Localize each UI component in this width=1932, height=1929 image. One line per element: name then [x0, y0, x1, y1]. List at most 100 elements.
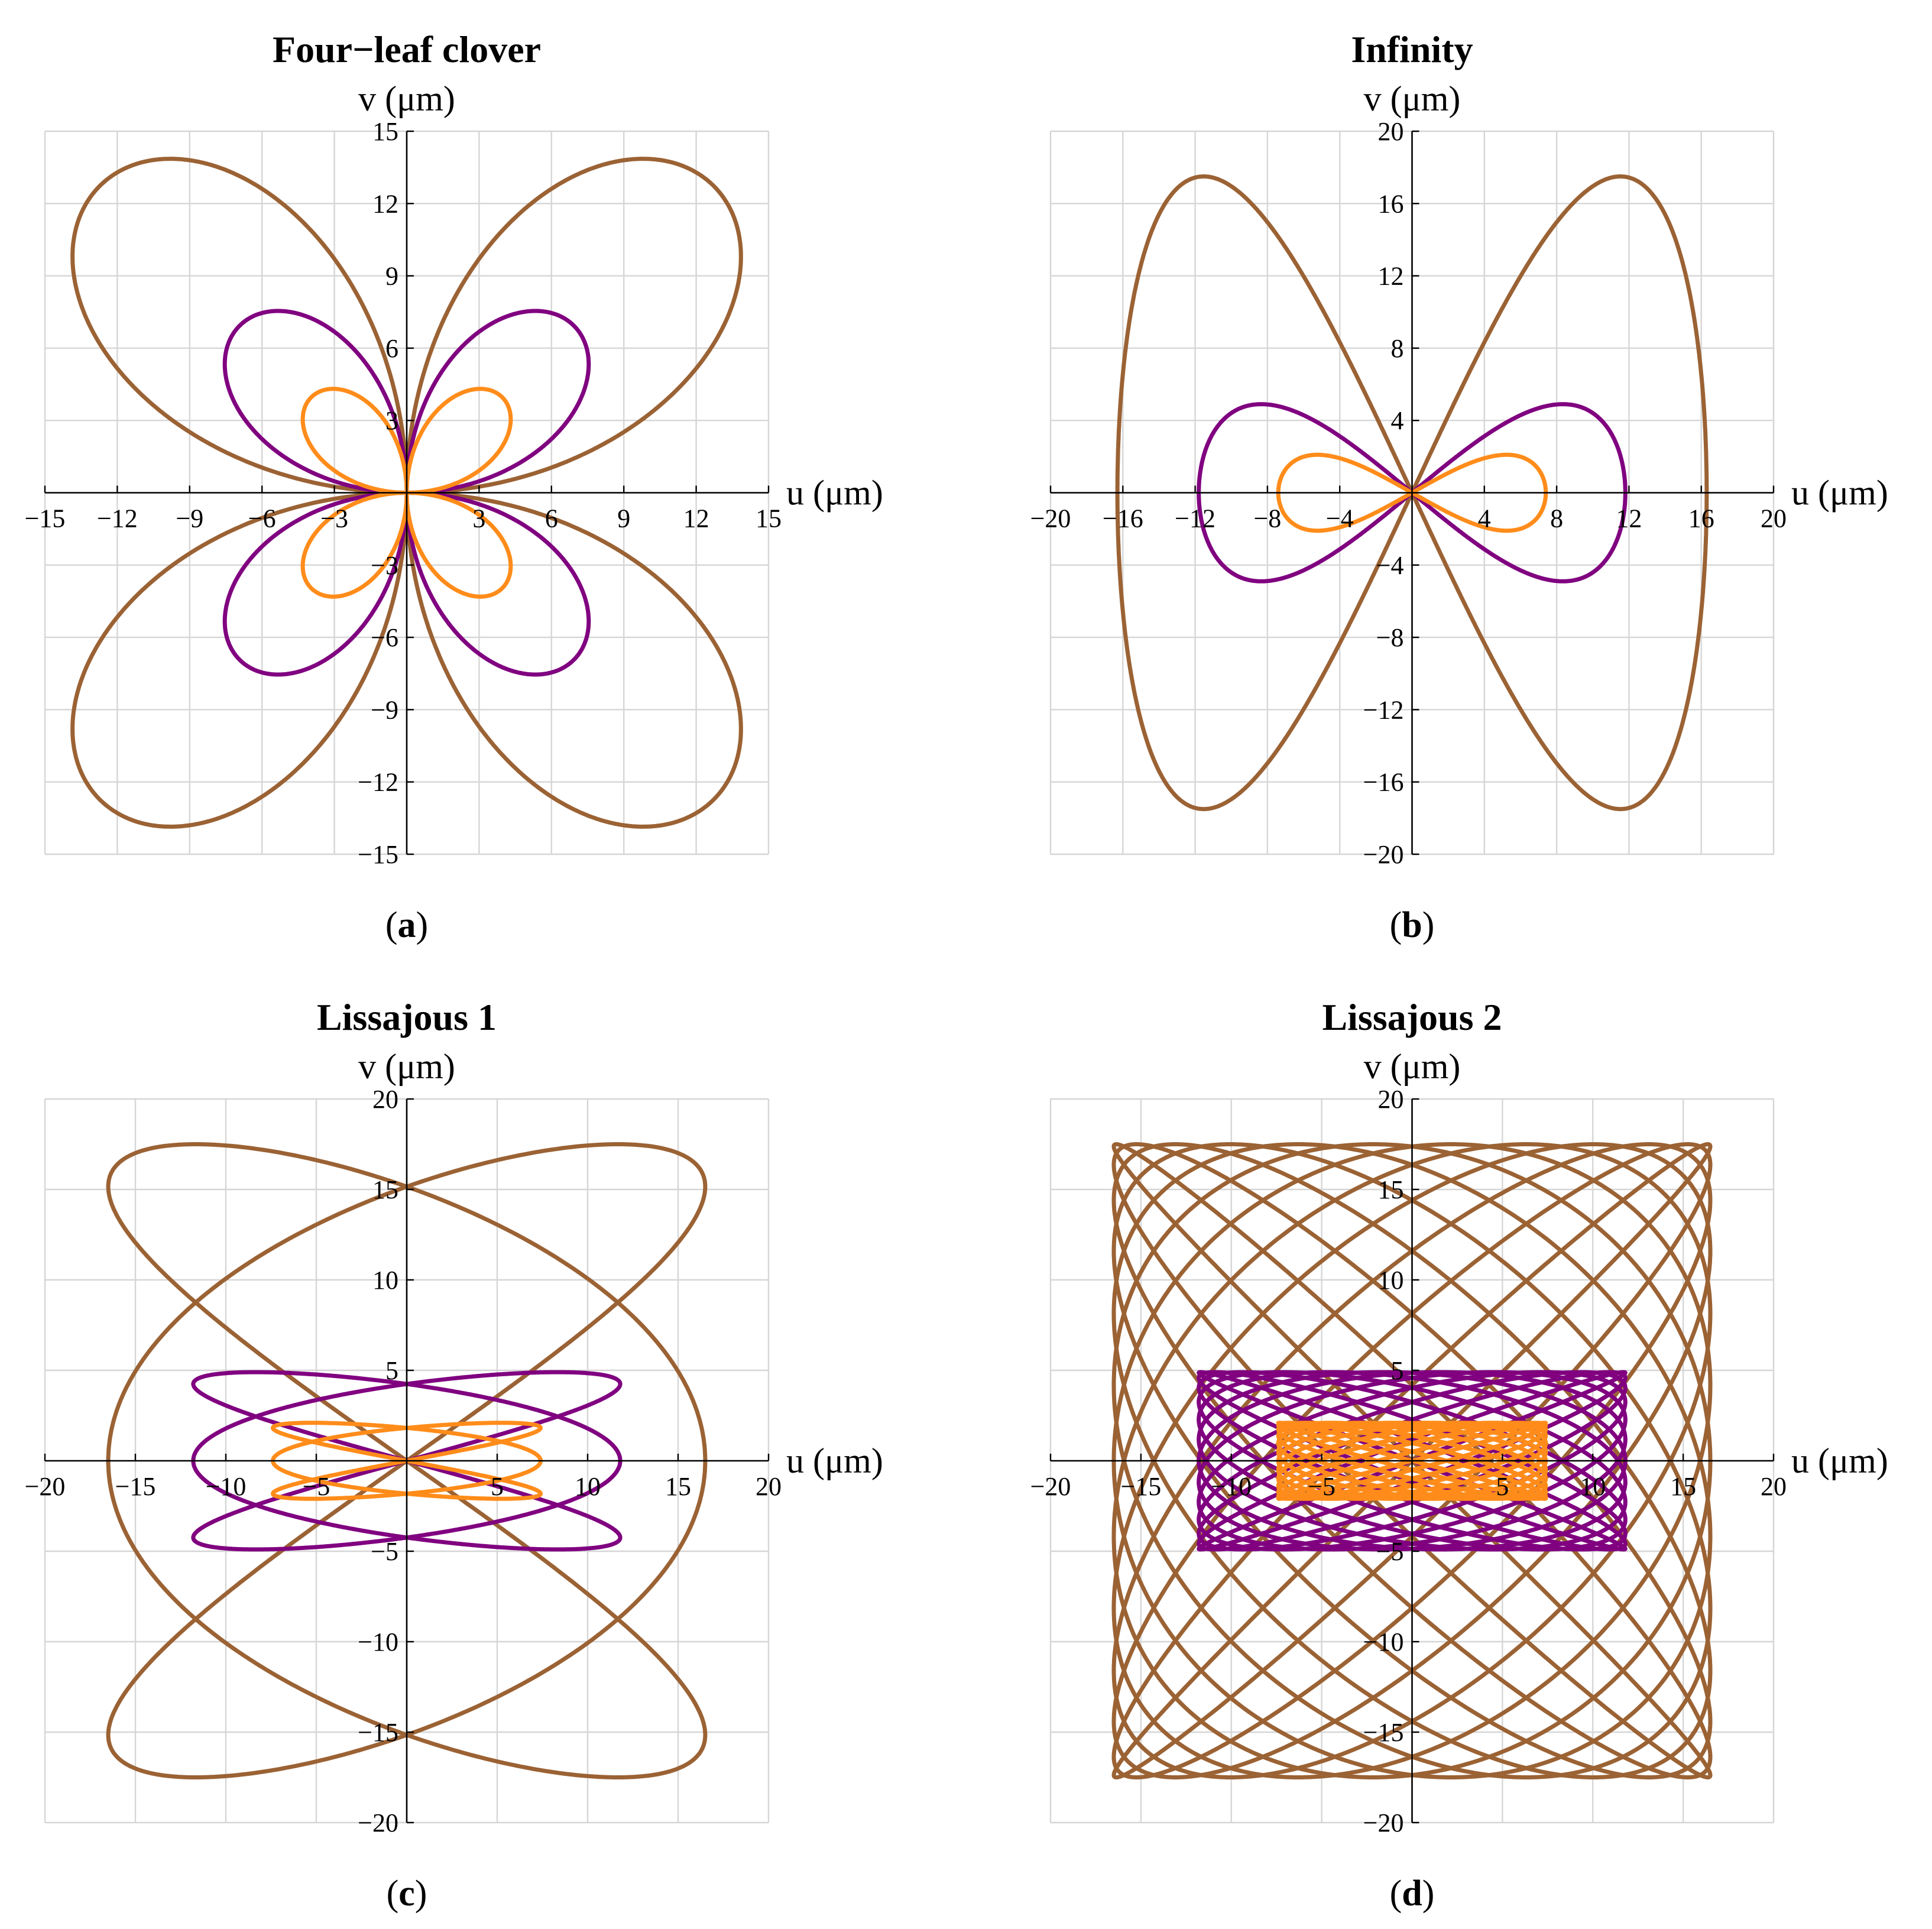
x-tick-label: 12: [1616, 504, 1642, 533]
panel-caption-letter: d: [1402, 1873, 1422, 1914]
x-tick-label: −12: [97, 504, 138, 533]
x-tick-label: 3: [472, 504, 485, 533]
y-tick-label: −10: [358, 1628, 398, 1656]
x-tick-label: −9: [176, 504, 203, 533]
y-tick-label: 5: [1391, 1356, 1404, 1385]
y-tick-label: 12: [1378, 262, 1404, 291]
x-tick-label: 6: [545, 504, 558, 533]
panel-d: −20 −15 −10 −5 5 10 15 20 −20 −15 −10 −5 5 10 15 20 Lis…: [1030, 996, 1888, 1914]
y-tick-label: −20: [1363, 1808, 1404, 1837]
x-tick-label: −15: [1120, 1472, 1161, 1501]
x-tick-label: −16: [1103, 504, 1143, 533]
panel-title: Lissajous 2: [1322, 996, 1502, 1038]
y-tick-label: 20: [372, 1085, 398, 1114]
panel-caption-letter: a: [398, 905, 416, 945]
panel-caption-letter: c: [398, 1873, 415, 1914]
y-tick-label: 15: [372, 117, 398, 146]
x-tick-label: 8: [1550, 504, 1563, 533]
x-tick-label: −3: [320, 504, 348, 533]
y-tick-label: 4: [1391, 406, 1404, 435]
y-tick-label: −4: [1376, 551, 1404, 580]
y-tick-label: −20: [1363, 840, 1404, 869]
panel-caption: (d): [1390, 1873, 1435, 1914]
x-tick-label: 15: [756, 504, 782, 533]
x-tick-label: −20: [25, 1472, 66, 1501]
x-axis-label: u (μm): [1791, 1441, 1888, 1480]
y-tick-label: −5: [1376, 1537, 1404, 1566]
panel-caption: (b): [1390, 905, 1435, 945]
y-tick-label: −20: [358, 1808, 398, 1837]
y-tick-label: −9: [371, 695, 398, 724]
x-tick-label: −4: [1326, 504, 1354, 533]
x-tick-label: 4: [1478, 504, 1491, 533]
plot-area: −20 −15 −10 −5 5 10 15 20 −20 −15 −10 −5 5 10 15 20: [1030, 1085, 1787, 1837]
panel-caption: (c): [387, 1873, 427, 1914]
plot-area: −20 −15 −10 −5 5 10 15 20 −20 −15 −10 −5 5 10 15 20: [25, 1085, 782, 1837]
panel-c: −20 −15 −10 −5 5 10 15 20 −20 −15 −10 −5 5 10 15 20 Lis…: [25, 996, 883, 1914]
panel-a: −15 −12 −9 −6 −3 3 6 9 12 15 −15 −12 −9 −6 −3 3 6 9 12 15 F…: [25, 28, 883, 945]
plot-area: −15 −12 −9 −6 −3 3 6 9 12 15 −15 −12 −9 −6 −3 3 6 9 12 15: [25, 117, 782, 869]
y-tick-label: −6: [371, 623, 398, 652]
x-axis-label: u (μm): [786, 1441, 883, 1480]
y-tick-label: −16: [1363, 768, 1404, 797]
x-tick-label: −15: [25, 504, 66, 533]
x-axis-label: u (μm): [1791, 474, 1888, 513]
y-tick-label: −15: [1363, 1718, 1404, 1747]
y-tick-label: 16: [1378, 189, 1404, 218]
y-tick-label: −15: [358, 840, 398, 869]
y-axis-label: v (μm): [358, 1047, 455, 1086]
x-tick-label: 15: [1670, 1472, 1696, 1501]
x-tick-label: −10: [206, 1472, 247, 1501]
x-tick-label: −6: [248, 504, 276, 533]
x-tick-label: 12: [683, 504, 709, 533]
y-tick-label: 10: [372, 1266, 398, 1295]
y-axis-label: v (μm): [358, 79, 455, 118]
y-tick-label: −15: [358, 1718, 398, 1747]
x-tick-label: 9: [617, 504, 630, 533]
y-tick-label: 9: [385, 262, 398, 291]
panel-title: Infinity: [1351, 28, 1473, 70]
y-tick-label: −12: [358, 768, 398, 797]
y-tick-label: −5: [371, 1537, 398, 1566]
x-tick-label: 20: [756, 1472, 782, 1501]
x-tick-label: −10: [1211, 1472, 1252, 1501]
y-axis-label: v (μm): [1364, 79, 1461, 118]
y-tick-label: 20: [1378, 1085, 1404, 1114]
x-tick-label: 10: [1580, 1472, 1606, 1501]
x-tick-label: 10: [575, 1472, 601, 1501]
x-tick-label: −12: [1175, 504, 1215, 533]
x-tick-label: 15: [665, 1472, 691, 1501]
x-tick-label: −20: [1030, 504, 1071, 533]
x-tick-label: 20: [1761, 1472, 1787, 1501]
y-tick-label: −12: [1363, 695, 1404, 724]
panel-caption-letter: b: [1402, 905, 1422, 945]
x-axis-label: u (μm): [786, 474, 883, 513]
y-tick-label: 10: [1378, 1266, 1404, 1295]
panel-caption: (a): [385, 905, 428, 945]
x-tick-label: 20: [1761, 504, 1787, 533]
y-tick-label: −3: [371, 551, 398, 580]
x-tick-label: −15: [115, 1472, 156, 1501]
y-tick-label: 6: [385, 334, 398, 363]
x-tick-label: 16: [1688, 504, 1714, 533]
y-tick-label: 15: [372, 1175, 398, 1204]
x-tick-label: −5: [1308, 1472, 1335, 1501]
y-tick-label: 12: [372, 189, 398, 218]
x-tick-label: 5: [1496, 1472, 1509, 1501]
x-tick-label: −20: [1030, 1472, 1071, 1501]
y-tick-label: −10: [1363, 1628, 1404, 1656]
x-tick-label: 5: [491, 1472, 504, 1501]
y-tick-label: −8: [1376, 623, 1404, 652]
panel-title: Lissajous 1: [317, 996, 497, 1038]
y-tick-label: 5: [385, 1356, 398, 1385]
panel-title: Four−leaf clover: [273, 28, 541, 70]
x-tick-label: −5: [303, 1472, 330, 1501]
y-tick-label: 15: [1378, 1175, 1404, 1204]
y-tick-label: 8: [1391, 334, 1404, 363]
y-tick-label: 20: [1378, 117, 1404, 146]
y-axis-label: v (μm): [1364, 1047, 1461, 1086]
y-tick-label: 3: [385, 406, 398, 435]
x-tick-label: −8: [1253, 504, 1281, 533]
panel-b: −20 −16 −12 −8 −4 4 8 12 16 20 −20 −16 −12 −8 −4 4 8 12 16…: [1030, 28, 1888, 945]
